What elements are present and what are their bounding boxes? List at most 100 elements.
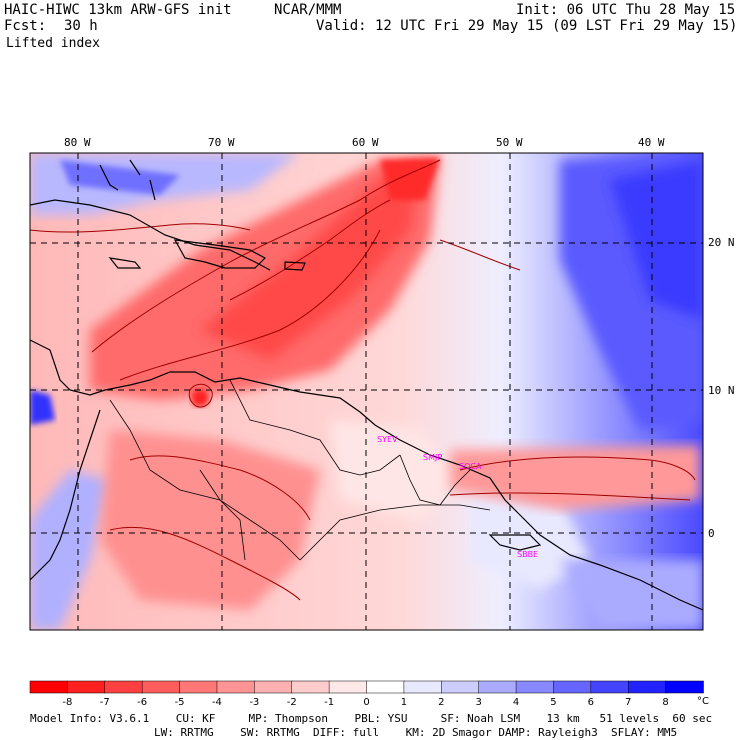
colorbar-label: 6 [588, 697, 594, 708]
colorbar-label: -6 [137, 697, 147, 708]
model-info-line1: Model Info: V3.6.1 CU: KF MP: Thompson P… [30, 712, 713, 725]
lon-label-60w: 60 W [352, 136, 379, 149]
colorbar-cell [553, 680, 592, 694]
colorbar-label: 0 [363, 697, 369, 708]
colorbar-cell [665, 680, 704, 694]
colorbar-label: -3 [249, 697, 259, 708]
station-label: SMJP [423, 453, 442, 462]
contours [30, 159, 696, 601]
contour-line [109, 526, 301, 601]
init-time: Init: 06 UTC Thu 28 May 15 [516, 2, 736, 18]
border-line [199, 469, 246, 561]
coast-cuba [30, 199, 271, 271]
colorbar-cell [403, 680, 443, 694]
colorbar-label: -1 [324, 697, 334, 708]
field-stable-east-core [610, 160, 703, 320]
colorbar-cell [67, 680, 106, 694]
model-title: HAIC-HIWC 13km ARW-GFS init [4, 2, 232, 18]
field-stable-pacific [30, 390, 55, 425]
field-neutral-amazon-mouth [470, 500, 590, 590]
colorbar-label: 1 [401, 697, 407, 708]
map-field [30, 153, 703, 630]
border-line [229, 379, 401, 476]
field-neutral-guianas [330, 420, 460, 520]
field-stable-southwest [30, 470, 110, 630]
coastlines [30, 159, 703, 611]
field-unstable-core [200, 165, 420, 360]
colorbar-label: 2 [438, 697, 444, 708]
field-stable-southeast [560, 560, 703, 630]
fcst-label: Fcst: [4, 18, 47, 34]
field-unstable-max [380, 158, 440, 200]
lat-label-10n: 10 N [708, 384, 735, 397]
model-info-line2: LW: RRTMG SW: RRTMG DIFF: full KM: 2D Sm… [154, 726, 678, 739]
contour-line [449, 492, 691, 501]
field-itcz-band [450, 445, 700, 510]
lat-label-0: 0 [708, 527, 715, 540]
colorbar-label: 3 [475, 697, 481, 708]
field-name: Lifted index [6, 36, 100, 51]
field-stable-bahamas [60, 160, 180, 195]
coast-bahamas [99, 159, 156, 201]
colorbar-cell [29, 680, 69, 694]
field-unstable-maracaibo [191, 389, 209, 407]
border-line [109, 399, 301, 561]
lat-label-20n: 20 N [708, 236, 735, 249]
colorbar-label: 5 [550, 697, 556, 708]
coast-hispaniola [173, 239, 266, 269]
colorbar-label: 7 [625, 697, 631, 708]
lon-label-40w: 40 W [638, 136, 665, 149]
borders [109, 379, 491, 561]
colorbar-label: -5 [175, 697, 185, 708]
contour-line [91, 159, 441, 353]
colorbar-cell [515, 680, 555, 694]
contour-line [188, 383, 213, 408]
lon-label-80w: 80 W [64, 136, 91, 149]
colorbar-label: 8 [662, 697, 668, 708]
lon-label-70w: 70 W [208, 136, 235, 149]
coast-south-america-west [30, 409, 101, 581]
center-name: NCAR/MMM [274, 2, 342, 18]
colorbar-cell [104, 680, 143, 694]
coast-south-america-north [104, 371, 703, 611]
station-label: SOCA [459, 462, 482, 471]
graticule [30, 153, 703, 630]
fcst-value: 30 h [64, 18, 98, 34]
colorbar-cell [216, 680, 256, 694]
map-frame [29, 152, 704, 631]
station-label: SBBE [517, 550, 538, 559]
coast-marajo [488, 534, 542, 551]
coast-jamaica [108, 257, 142, 269]
station-label: SYEV [377, 435, 398, 444]
colorbar-unit: °C [697, 696, 709, 707]
field-unstable-amazon [100, 430, 320, 610]
contour-line [119, 229, 381, 381]
colorbar-cells [29, 680, 704, 694]
coast-puerto-rico [284, 261, 306, 271]
colorbar-cell [179, 680, 218, 694]
border-line [299, 504, 491, 561]
colorbar-label: -8 [62, 697, 72, 708]
colorbar-cell [441, 680, 480, 694]
contour-line [129, 455, 311, 521]
colorbar-cell [141, 680, 181, 694]
lon-label-50w: 50 W [496, 136, 523, 149]
contour-line [459, 456, 696, 481]
contour-line [229, 199, 391, 301]
colorbar-label: 4 [513, 697, 519, 708]
colorbar-label: -2 [287, 697, 297, 708]
colorbar-labels: -8 -7 -6 -5 -4 -3 -2 -1 0 1 2 3 4 5 6 7 8 [62, 697, 668, 708]
colorbar-cell [627, 680, 667, 694]
colorbar-cell [366, 680, 405, 694]
border-line [399, 454, 471, 506]
contour-line [30, 223, 251, 233]
valid-time: Valid: 12 UTC Fri 29 May 15 (09 LST Fri … [316, 18, 738, 34]
colorbar-label: -4 [212, 697, 222, 708]
colorbar-cell [254, 680, 293, 694]
colorbar-cell [328, 680, 368, 694]
colorbar-cell [590, 680, 629, 694]
coast-central-america [30, 339, 106, 396]
colorbar-cell [478, 680, 517, 694]
